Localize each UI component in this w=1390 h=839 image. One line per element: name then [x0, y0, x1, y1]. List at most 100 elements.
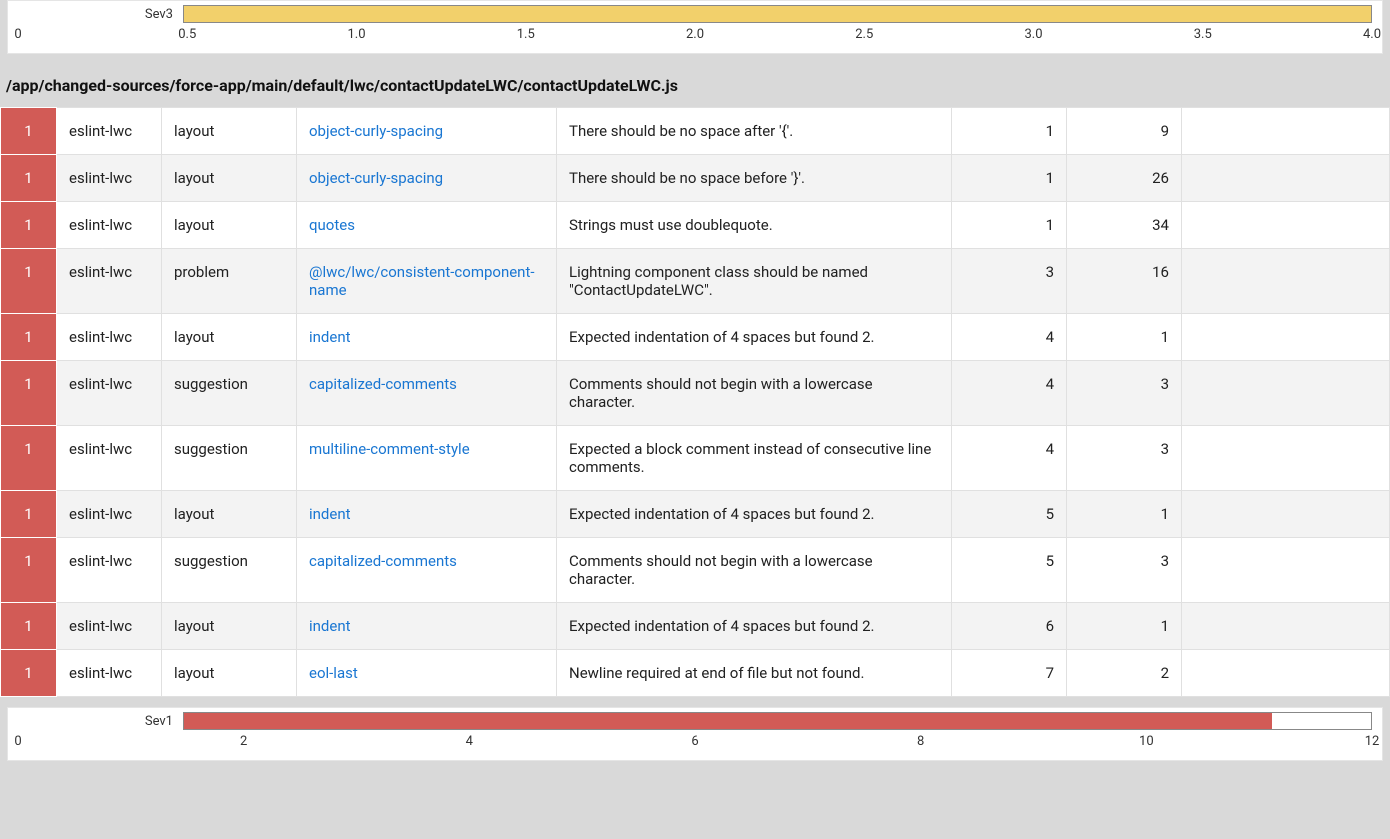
axis-tick: 4 — [466, 734, 473, 749]
description-cell: Expected a block comment instead of cons… — [557, 426, 952, 491]
table-row: 1eslint-lwclayoutquotesStrings must use … — [1, 202, 1390, 249]
sev3-chart-track — [183, 5, 1372, 23]
category-cell: layout — [162, 491, 297, 538]
rule-cell: indent — [297, 491, 557, 538]
rule-link[interactable]: indent — [309, 505, 351, 523]
engine-cell: eslint-lwc — [57, 314, 162, 361]
axis-tick: 4.0 — [1363, 27, 1381, 42]
line-cell: 1 — [952, 108, 1067, 155]
violations-table: 1eslint-lwclayoutobject-curly-spacingThe… — [0, 107, 1390, 697]
axis-tick: 10 — [1139, 734, 1154, 749]
engine-cell: eslint-lwc — [57, 603, 162, 650]
category-cell: layout — [162, 155, 297, 202]
category-cell: suggestion — [162, 426, 297, 491]
column-cell: 1 — [1067, 314, 1182, 361]
rule-link[interactable]: object-curly-spacing — [309, 169, 443, 187]
line-cell: 7 — [952, 650, 1067, 697]
rule-cell: eol-last — [297, 650, 557, 697]
rule-link[interactable]: quotes — [309, 216, 355, 234]
severity-cell: 1 — [1, 202, 57, 249]
rule-link[interactable]: capitalized-comments — [309, 375, 457, 393]
axis-tick: 6 — [691, 734, 698, 749]
table-row: 1eslint-lwclayoutindentExpected indentat… — [1, 314, 1390, 361]
category-cell: suggestion — [162, 538, 297, 603]
line-cell: 4 — [952, 314, 1067, 361]
rule-cell: quotes — [297, 202, 557, 249]
axis-tick: 8 — [917, 734, 924, 749]
trailing-cell — [1182, 650, 1390, 697]
engine-cell: eslint-lwc — [57, 108, 162, 155]
table-row: 1eslint-lwcsuggestioncapitalized-comment… — [1, 538, 1390, 603]
severity-cell: 1 — [1, 426, 57, 491]
column-cell: 9 — [1067, 108, 1182, 155]
axis-tick: 2.5 — [855, 27, 873, 42]
line-cell: 1 — [952, 155, 1067, 202]
column-cell: 3 — [1067, 426, 1182, 491]
rule-link[interactable]: indent — [309, 617, 351, 635]
rule-cell: indent — [297, 603, 557, 650]
engine-cell: eslint-lwc — [57, 202, 162, 249]
severity-cell: 1 — [1, 603, 57, 650]
column-cell: 1 — [1067, 603, 1182, 650]
rule-link[interactable]: multiline-comment-style — [309, 440, 470, 458]
severity-cell: 1 — [1, 155, 57, 202]
rule-link[interactable]: object-curly-spacing — [309, 122, 443, 140]
rule-link[interactable]: @lwc/lwc/consistent-component-name — [309, 263, 535, 299]
trailing-cell — [1182, 491, 1390, 538]
axis-tick: 1.0 — [347, 27, 365, 42]
trailing-cell — [1182, 426, 1390, 491]
trailing-cell — [1182, 249, 1390, 314]
description-cell: Expected indentation of 4 spaces but fou… — [557, 314, 952, 361]
table-row: 1eslint-lwclayoutindentExpected indentat… — [1, 603, 1390, 650]
trailing-cell — [1182, 361, 1390, 426]
line-cell: 3 — [952, 249, 1067, 314]
rule-cell: @lwc/lwc/consistent-component-name — [297, 249, 557, 314]
column-cell: 34 — [1067, 202, 1182, 249]
description-cell: Lightning component class should be name… — [557, 249, 952, 314]
line-cell: 6 — [952, 603, 1067, 650]
description-cell: Strings must use doublequote. — [557, 202, 952, 249]
description-cell: There should be no space after '{'. — [557, 108, 952, 155]
trailing-cell — [1182, 108, 1390, 155]
category-cell: problem — [162, 249, 297, 314]
axis-tick: 12 — [1365, 734, 1380, 749]
axis-tick: 0 — [14, 27, 21, 42]
rule-cell: capitalized-comments — [297, 361, 557, 426]
axis-tick: 0 — [14, 734, 21, 749]
engine-cell: eslint-lwc — [57, 155, 162, 202]
sev3-chart-label: Sev3 — [18, 7, 183, 22]
engine-cell: eslint-lwc — [57, 650, 162, 697]
file-path-heading: /app/changed-sources/force-app/main/defa… — [0, 54, 1390, 107]
trailing-cell — [1182, 202, 1390, 249]
column-cell: 3 — [1067, 361, 1182, 426]
column-cell: 1 — [1067, 491, 1182, 538]
description-cell: Expected indentation of 4 spaces but fou… — [557, 491, 952, 538]
rule-link[interactable]: capitalized-comments — [309, 552, 457, 570]
description-cell: There should be no space before '}'. — [557, 155, 952, 202]
axis-tick: 1.5 — [517, 27, 535, 42]
description-cell: Comments should not begin with a lowerca… — [557, 361, 952, 426]
line-cell: 5 — [952, 491, 1067, 538]
column-cell: 26 — [1067, 155, 1182, 202]
table-row: 1eslint-lwclayoutindentExpected indentat… — [1, 491, 1390, 538]
trailing-cell — [1182, 538, 1390, 603]
line-cell: 4 — [952, 426, 1067, 491]
severity-cell: 1 — [1, 108, 57, 155]
axis-tick: 3.5 — [1194, 27, 1212, 42]
table-row: 1eslint-lwcsuggestion multiline-comment-s… — [1, 426, 1390, 491]
sev1-chart-bar — [184, 713, 1272, 729]
engine-cell: eslint-lwc — [57, 426, 162, 491]
severity-cell: 1 — [1, 314, 57, 361]
severity-cell: 1 — [1, 361, 57, 426]
axis-tick: 2.0 — [686, 27, 704, 42]
table-row: 1eslint-lwclayoutobject-curly-spacingThe… — [1, 155, 1390, 202]
rule-link[interactable]: indent — [309, 328, 351, 346]
sev1-chart-row: Sev1 — [18, 712, 1372, 730]
category-cell: layout — [162, 650, 297, 697]
rule-cell: multiline-comment-style — [297, 426, 557, 491]
line-cell: 5 — [952, 538, 1067, 603]
rule-link[interactable]: eol-last — [309, 664, 358, 682]
severity-cell: 1 — [1, 538, 57, 603]
rule-cell: object-curly-spacing — [297, 108, 557, 155]
rule-cell: object-curly-spacing — [297, 155, 557, 202]
